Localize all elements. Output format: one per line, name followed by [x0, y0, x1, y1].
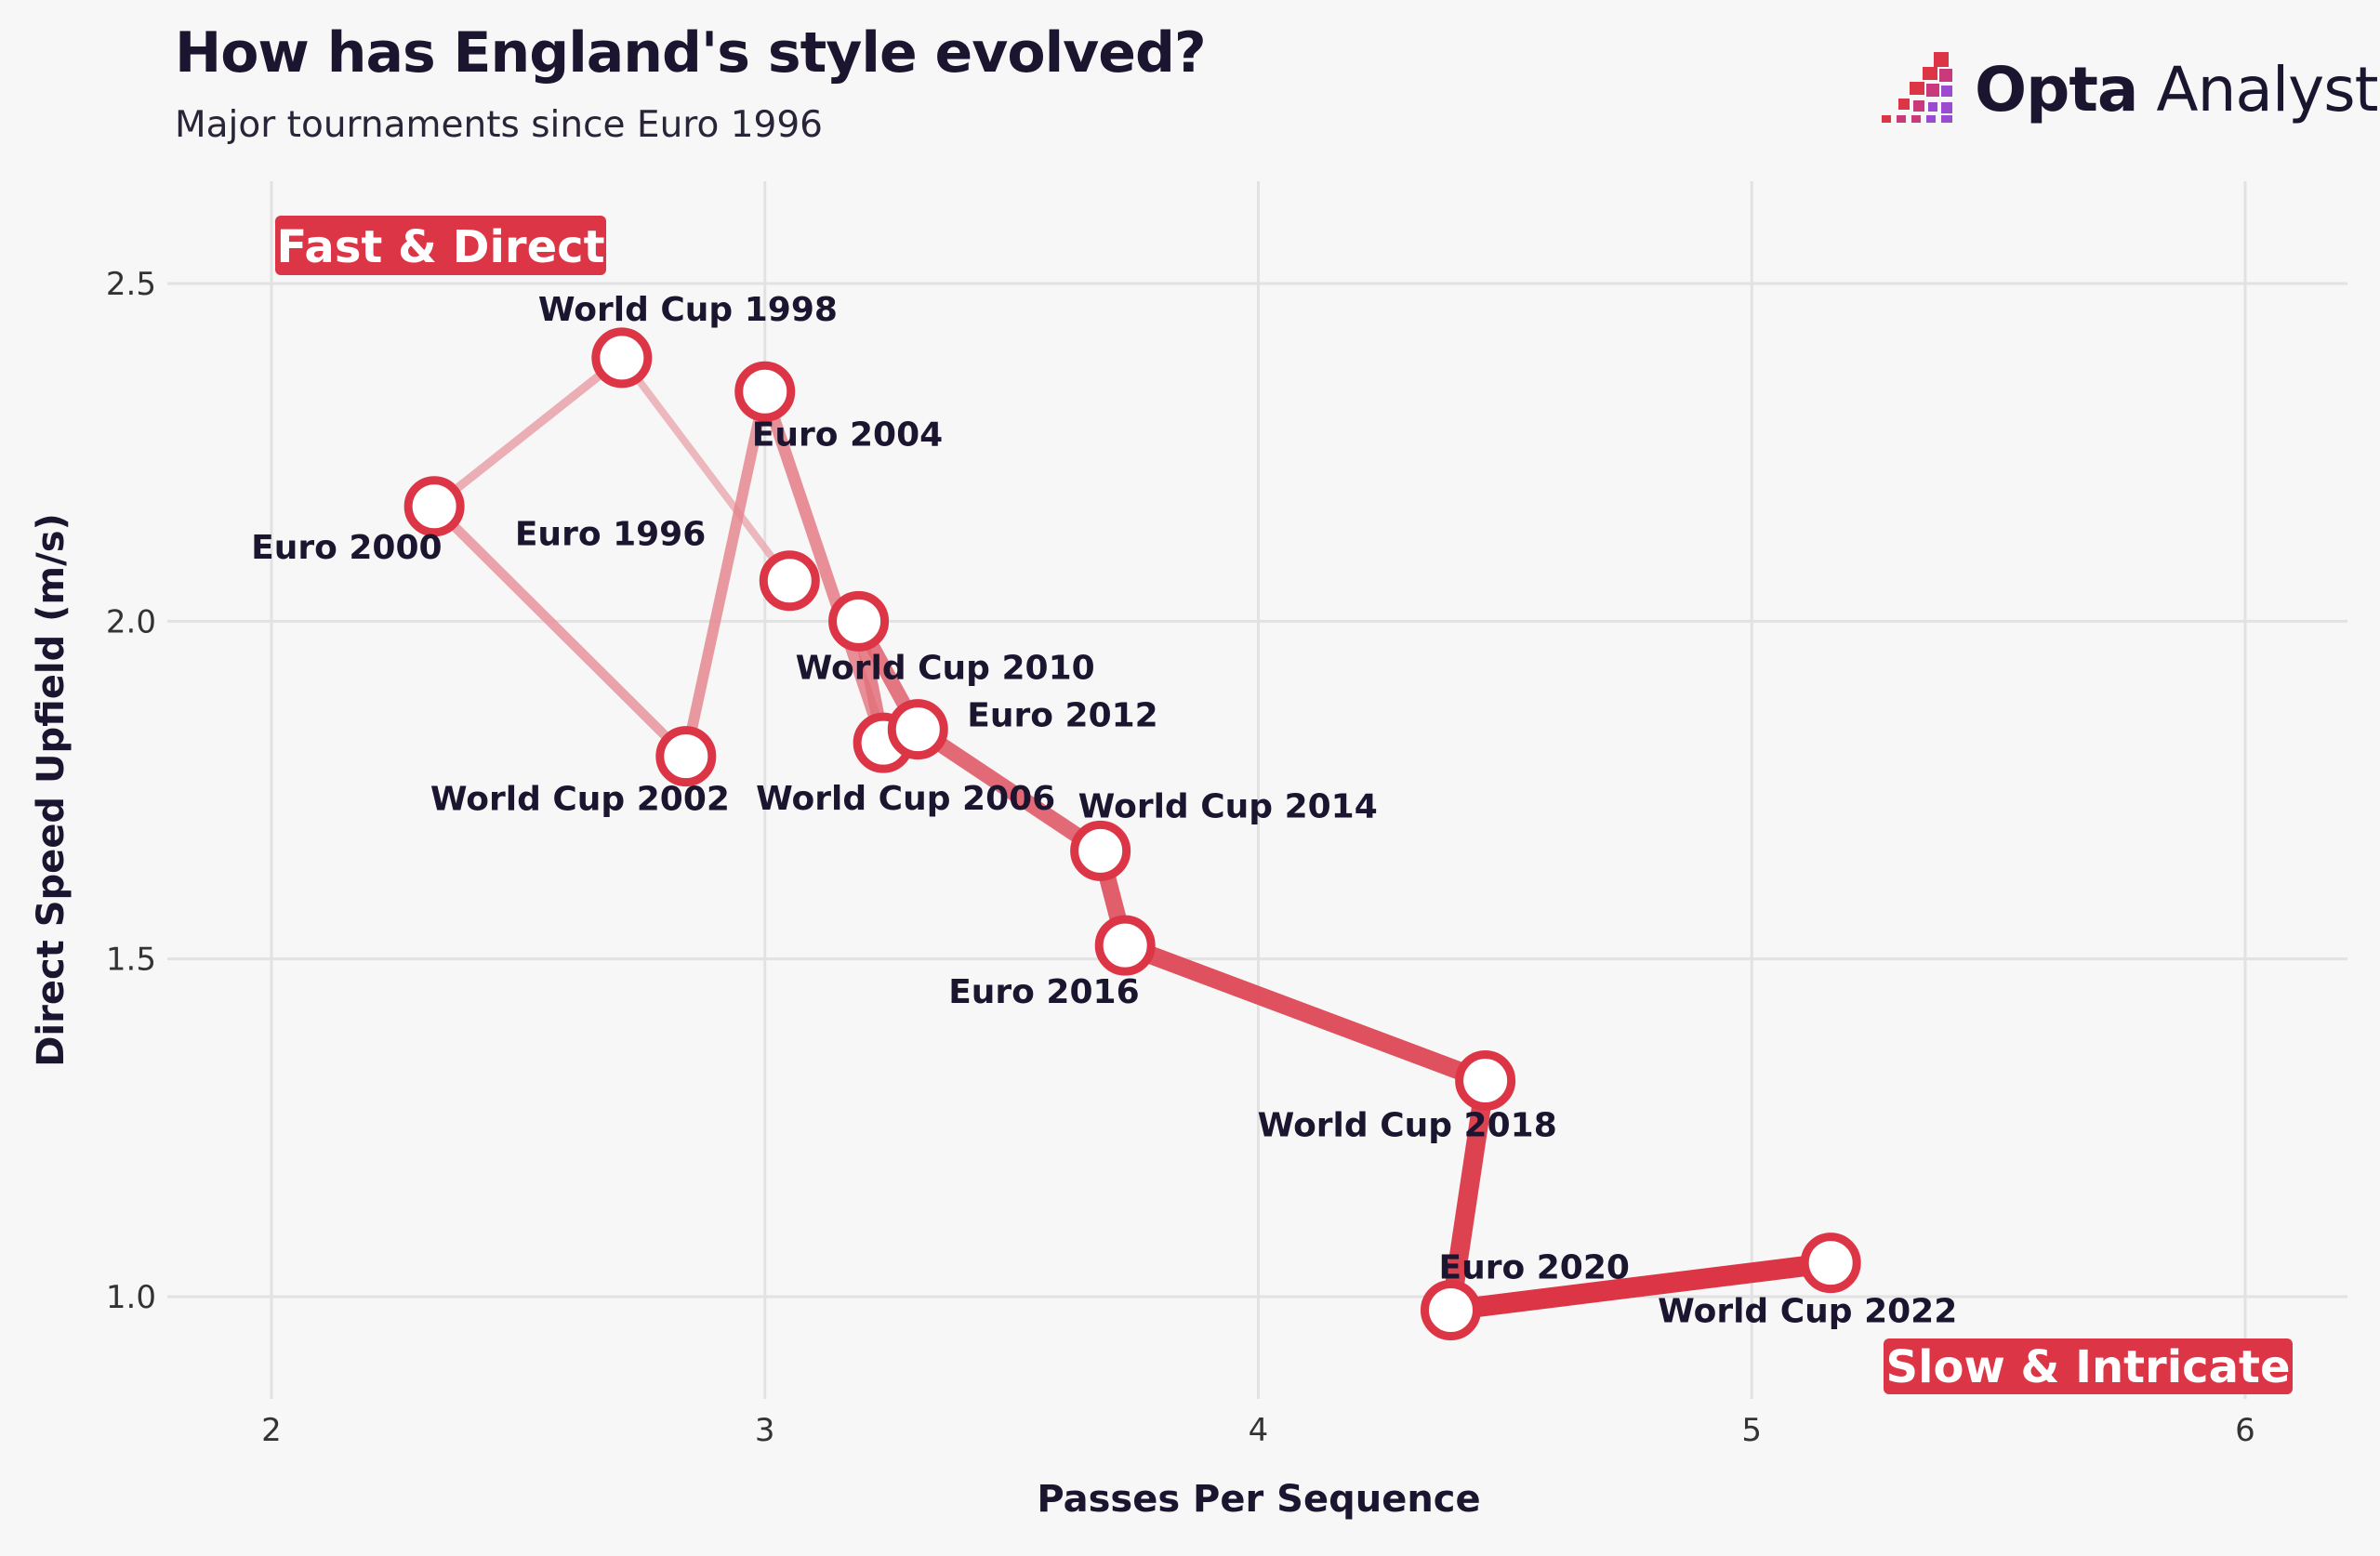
- data-point: [591, 327, 653, 389]
- y-tick-label: 1.5: [106, 942, 156, 979]
- point-label: Euro 2020: [1438, 1249, 1629, 1287]
- chart-subtitle: Major tournaments since Euro 1996: [175, 104, 823, 146]
- opta-logo-text: Opta Analyst: [1975, 54, 2379, 125]
- trajectory-segment: [429, 501, 692, 761]
- data-point: [655, 726, 717, 787]
- data-point: [1094, 915, 1156, 976]
- trajectory-segment: [430, 353, 627, 511]
- x-tick-label: 3: [755, 1412, 775, 1449]
- x-tick-label: 6: [2235, 1412, 2255, 1449]
- opta-logo-icon: [1882, 52, 1952, 123]
- trajectory-segment: [759, 385, 890, 749]
- x-tick-label: 2: [261, 1412, 282, 1449]
- y-tick-label: 1.0: [106, 1279, 156, 1316]
- data-point: [1800, 1233, 1861, 1294]
- x-axis-title: Passes Per Sequence: [1037, 1478, 1480, 1521]
- chart-title: How has England's style evolved?: [175, 20, 1207, 86]
- slow-intricate-label: Slow & Intricate: [1885, 1341, 2290, 1393]
- point-label: World Cup 2014: [1078, 787, 1378, 825]
- point-label: World Cup 2018: [1258, 1106, 1557, 1144]
- data-point: [1070, 820, 1131, 881]
- point-label: Euro 2016: [948, 973, 1139, 1011]
- fast-direct-label: Fast & Direct: [276, 221, 604, 273]
- data-point: [828, 590, 890, 652]
- trajectory-segment: [909, 721, 1109, 859]
- point-labels: Euro 1996 World Cup 1998 Euro 2000 World Cu…: [251, 291, 1957, 1331]
- data-point: [1420, 1280, 1481, 1341]
- data-point: [887, 699, 948, 760]
- point-label: World Cup 1998: [538, 291, 838, 329]
- point-label: Euro 2004: [752, 415, 943, 454]
- data-point: [759, 550, 820, 612]
- trajectory-segment: [680, 386, 771, 762]
- point-label: World Cup 2002: [430, 781, 730, 819]
- x-tick-label: 5: [1741, 1412, 1762, 1449]
- trajectory-segments: [429, 353, 1842, 1321]
- fast-direct-box: Fast & Direct: [275, 216, 606, 275]
- axis-ticks: 2 3 4 5 6 1.0 1.5 2.0 2.5: [106, 266, 2255, 1449]
- data-points: [403, 327, 1861, 1341]
- point-label: World Cup 2022: [1658, 1293, 1957, 1331]
- trajectory-segment: [1440, 1252, 1842, 1321]
- trajectory-segment: [617, 353, 794, 585]
- point-label: Euro 1996: [515, 516, 706, 554]
- y-axis-title: Direct Speed Upfield (m/s): [30, 513, 73, 1067]
- data-point: [1455, 1049, 1516, 1111]
- trajectory-segment: [1441, 1071, 1495, 1320]
- y-tick-label: 2.5: [106, 266, 156, 303]
- point-label: World Cup 2010: [796, 649, 1095, 687]
- x-tick-label: 4: [1249, 1412, 1269, 1449]
- y-tick-label: 2.0: [106, 603, 156, 640]
- slow-intricate-box: Slow & Intricate: [1884, 1338, 2293, 1394]
- point-label: World Cup 2006: [756, 780, 1055, 818]
- point-label: Euro 2000: [251, 529, 442, 567]
- data-point: [734, 361, 796, 422]
- trajectory-segment: [1116, 936, 1495, 1090]
- data-point: [403, 476, 465, 537]
- point-label: Euro 2012: [967, 697, 1157, 735]
